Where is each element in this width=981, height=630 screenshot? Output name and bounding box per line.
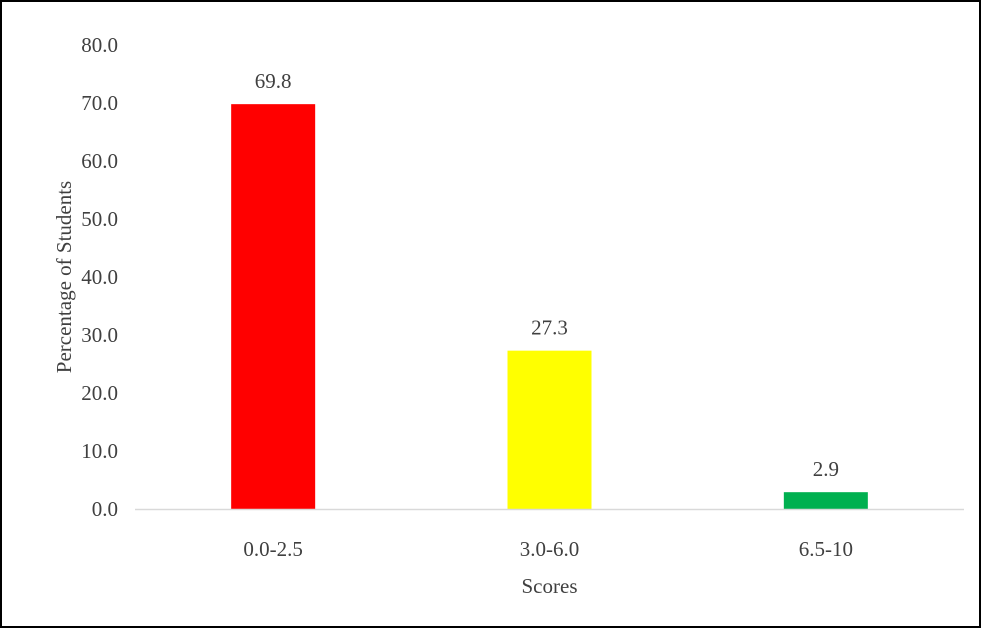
y-tick-label: 80.0 bbox=[81, 33, 118, 57]
y-tick-label: 30.0 bbox=[81, 323, 118, 347]
y-tick-label: 40.0 bbox=[81, 265, 118, 289]
x-axis-ticks: 0.0-2.5 3.0-6.0 6.5-10 bbox=[243, 537, 853, 561]
bar bbox=[231, 104, 316, 509]
y-tick-label: 0.0 bbox=[92, 497, 118, 521]
data-label: 69.8 bbox=[255, 69, 292, 93]
y-tick-label: 50.0 bbox=[81, 207, 118, 231]
x-axis-title: Scores bbox=[522, 574, 578, 598]
x-tick-label: 6.5-10 bbox=[799, 537, 853, 561]
bar bbox=[507, 350, 592, 509]
data-label: 27.3 bbox=[531, 316, 568, 340]
bar bbox=[783, 492, 868, 509]
data-labels: 69.8 27.3 2.9 bbox=[255, 69, 839, 481]
x-tick-label: 0.0-2.5 bbox=[243, 537, 303, 561]
bars bbox=[231, 104, 868, 509]
data-label: 2.9 bbox=[813, 457, 839, 481]
y-tick-label: 10.0 bbox=[81, 439, 118, 463]
y-tick-label: 20.0 bbox=[81, 381, 118, 405]
y-tick-label: 70.0 bbox=[81, 91, 118, 115]
y-axis-title: Percentage of Students bbox=[52, 181, 76, 373]
x-tick-label: 3.0-6.0 bbox=[520, 537, 580, 561]
y-axis-ticks: 0.0 10.0 20.0 30.0 40.0 50.0 60.0 70.0 80.0 bbox=[81, 33, 118, 521]
y-tick-label: 60.0 bbox=[81, 149, 118, 173]
